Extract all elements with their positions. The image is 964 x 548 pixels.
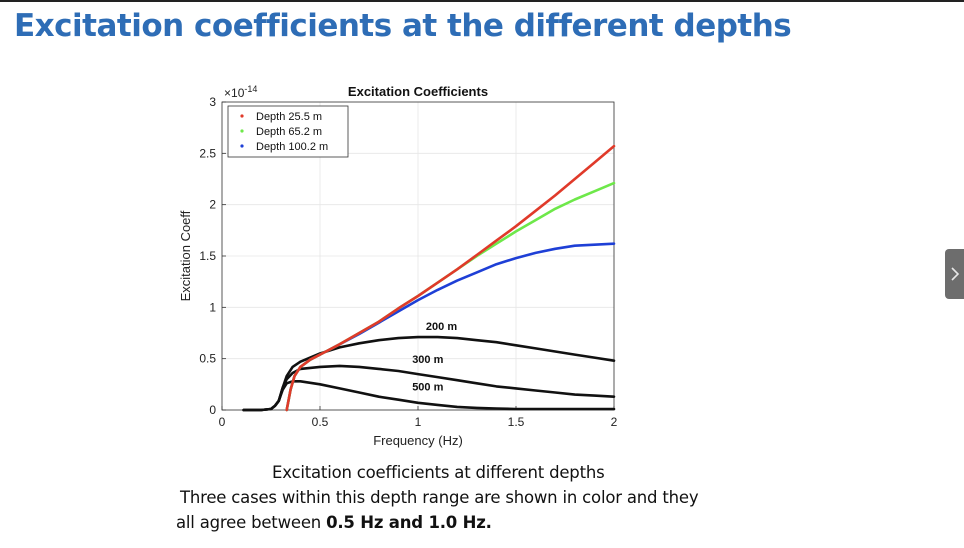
series-line-200-m xyxy=(242,335,616,412)
series-lines xyxy=(242,144,616,412)
y-tick-label: 0 xyxy=(209,403,216,417)
legend-label: Depth 25.5 m xyxy=(256,111,322,123)
legend: Depth 25.5 m Depth 65.2 m Depth 100.2 m xyxy=(227,105,349,158)
y-tick-label: 1 xyxy=(209,300,216,314)
series-line-depth-65-2-m xyxy=(285,181,616,412)
curve-label: 200 m xyxy=(426,321,457,333)
y-tick-label: 1.5 xyxy=(199,249,216,263)
series-line-depth-25-5-m xyxy=(285,144,616,412)
y-axis-label: Excitation Coeff xyxy=(178,210,193,301)
x-tick-label: 1.5 xyxy=(508,415,525,429)
chevron-right-icon xyxy=(950,267,959,281)
excitation-chart: 0 0.5 1 1.5 2 0 0.5 1 1.5 2 2.5 3 200 m 300 m 500 m E… xyxy=(178,84,618,448)
annotations: 200 m 300 m 500 m xyxy=(412,321,457,394)
y-tick-label: 3 xyxy=(209,95,216,109)
y-exponent-base: 10 xyxy=(231,86,245,100)
top-border xyxy=(0,0,964,2)
legend-label: Depth 100.2 m xyxy=(256,141,328,153)
caption-line-3-text: all agree between xyxy=(176,513,327,532)
y-tick-label: 2 xyxy=(209,198,216,212)
y-tick-label: 2.5 xyxy=(199,146,216,160)
next-slide-button[interactable] xyxy=(945,249,964,299)
curve-label: 500 m xyxy=(412,381,443,393)
legend-box xyxy=(227,105,349,158)
caption-line-2: Three cases within this depth range are … xyxy=(180,488,699,507)
legend-label: Depth 65.2 m xyxy=(256,126,322,138)
x-tick-label: 2 xyxy=(611,415,618,429)
y-exponent-power: -14 xyxy=(244,84,257,94)
axis-ticks: 0 0.5 1 1.5 2 0 0.5 1 1.5 2 2.5 3 xyxy=(199,95,617,429)
caption-line-3: all agree between 0.5 Hz and 1.0 Hz. xyxy=(176,513,492,532)
chart-title: Excitation Coefficients xyxy=(348,84,488,99)
legend-marker xyxy=(240,114,244,118)
y-exponent-multiplier: ×10-14 xyxy=(224,84,257,100)
x-tick-label: 0 xyxy=(219,415,226,429)
x-axis-label: Frequency (Hz) xyxy=(373,433,463,448)
y-tick-label: 0.5 xyxy=(199,352,216,366)
caption-line-1: Excitation coefficients at different dep… xyxy=(272,463,605,482)
legend-marker xyxy=(240,144,244,148)
series-line-500-m xyxy=(242,379,616,412)
x-tick-label: 0.5 xyxy=(312,415,329,429)
curve-label: 300 m xyxy=(412,354,443,366)
caption-line-3-bold: 0.5 Hz and 1.0 Hz. xyxy=(326,513,492,532)
legend-marker xyxy=(240,129,244,133)
x-tick-label: 1 xyxy=(415,415,422,429)
slide-title: Excitation coefficients at the different… xyxy=(14,8,792,44)
